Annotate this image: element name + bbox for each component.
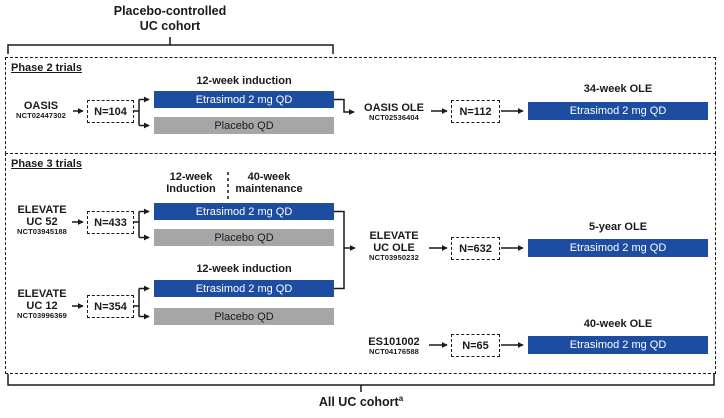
es101002-trial-label: ES101002 NCT04176588 (356, 336, 432, 357)
es101002-name: ES101002 (368, 336, 420, 348)
oasis-period-header: 12-week induction (196, 75, 292, 87)
elevate-uc-ole-period-header: 5-year OLE (588, 221, 648, 233)
elevate-uc52-placebo-bar: Placebo QD (154, 229, 334, 246)
oasis-placebo-bar: Placebo QD (154, 117, 334, 134)
oasis-ole-nct: NCT02536404 (369, 113, 419, 122)
elevate-uc52-n-box: N=433 (87, 211, 134, 234)
elevate-uc52-induction-header: 12-week Induction (154, 171, 228, 195)
es101002-etrasimod-bar: Etrasimod 2 mg QD (528, 336, 708, 354)
footer-cohort-text: All UC cohort (318, 395, 399, 410)
uc52-header-col2-line2: maintenance (235, 182, 303, 195)
footer-footnote-marker: a (398, 394, 404, 403)
elevate-uc52-trial-label: ELEVATE UC 52 NCT03945188 (10, 204, 74, 237)
elevate-uc-ole-n-box: N=632 (451, 237, 500, 260)
oasis-nct: NCT02447302 (16, 111, 66, 120)
elevate-uc12-period-header: 12-week induction (196, 263, 292, 275)
elevate-uc12-n-box: N=354 (87, 295, 134, 318)
elevate-uc12-name1: ELEVATE (17, 288, 67, 300)
diagram-title-line1: Placebo-controlled (113, 4, 227, 18)
diagram-title: Placebo-controlled UC cohort (86, 4, 254, 34)
oasis-trial-label: OASIS NCT02447302 (6, 100, 76, 121)
bottom-bracket (7, 374, 715, 392)
elevate-uc12-nct: NCT03996369 (17, 311, 67, 320)
phase3-label: Phase 3 trials (11, 158, 82, 170)
uc52-header-col1-line1: 12-week (169, 171, 213, 183)
elevate-uc12-etrasimod-bar: Etrasimod 2 mg QD (154, 280, 334, 297)
oasis-ole-etrasimod-bar: Etrasimod 2 mg QD (528, 102, 708, 120)
oasis-ole-name: OASIS OLE (364, 102, 424, 114)
oasis-n-box: N=104 (87, 100, 134, 123)
oasis-ole-n-box: N=112 (451, 100, 500, 123)
elevate-uc52-etrasimod-bar: Etrasimod 2 mg QD (154, 203, 334, 220)
elevate-uc-ole-trial-label: ELEVATE UC OLE NCT03950232 (360, 230, 428, 263)
uc52-header-col2-line1: 40-week (247, 171, 291, 183)
oasis-ole-trial-label: OASIS OLE NCT02536404 (356, 102, 432, 123)
elevate-uc-ole-etrasimod-bar: Etrasimod 2 mg QD (528, 239, 708, 257)
elevate-uc52-nct: NCT03945188 (17, 227, 67, 236)
oasis-ole-period-header: 34-week OLE (583, 83, 653, 95)
elevate-uc12-trial-label: ELEVATE UC 12 NCT03996369 (10, 288, 74, 321)
diagram-title-line2: UC cohort (139, 19, 201, 33)
elevate-uc12-placebo-bar: Placebo QD (154, 308, 334, 325)
oasis-name: OASIS (23, 100, 59, 112)
es101002-n-box: N=65 (451, 334, 500, 357)
es101002-nct: NCT04176588 (369, 347, 419, 356)
elevate-uc52-name2: UC 52 (26, 216, 58, 228)
elevate-uc52-name1: ELEVATE (17, 204, 67, 216)
elevate-uc-ole-name1: ELEVATE (369, 230, 419, 242)
elevate-uc12-name2: UC 12 (26, 300, 58, 312)
phase3-box (5, 153, 716, 374)
elevate-uc-ole-name2: UC OLE (373, 242, 415, 254)
phase2-label: Phase 2 trials (11, 62, 82, 74)
uc52-header-col1-line2: Induction (166, 182, 216, 195)
top-bracket (7, 37, 334, 54)
oasis-etrasimod-bar: Etrasimod 2 mg QD (154, 91, 334, 108)
footer-cohort-label: All UC cohorta (261, 394, 461, 409)
es101002-period-header: 40-week OLE (583, 318, 653, 330)
elevate-uc-ole-nct: NCT03950232 (369, 253, 419, 262)
elevate-uc52-maintenance-header: 40-week maintenance (228, 171, 310, 195)
